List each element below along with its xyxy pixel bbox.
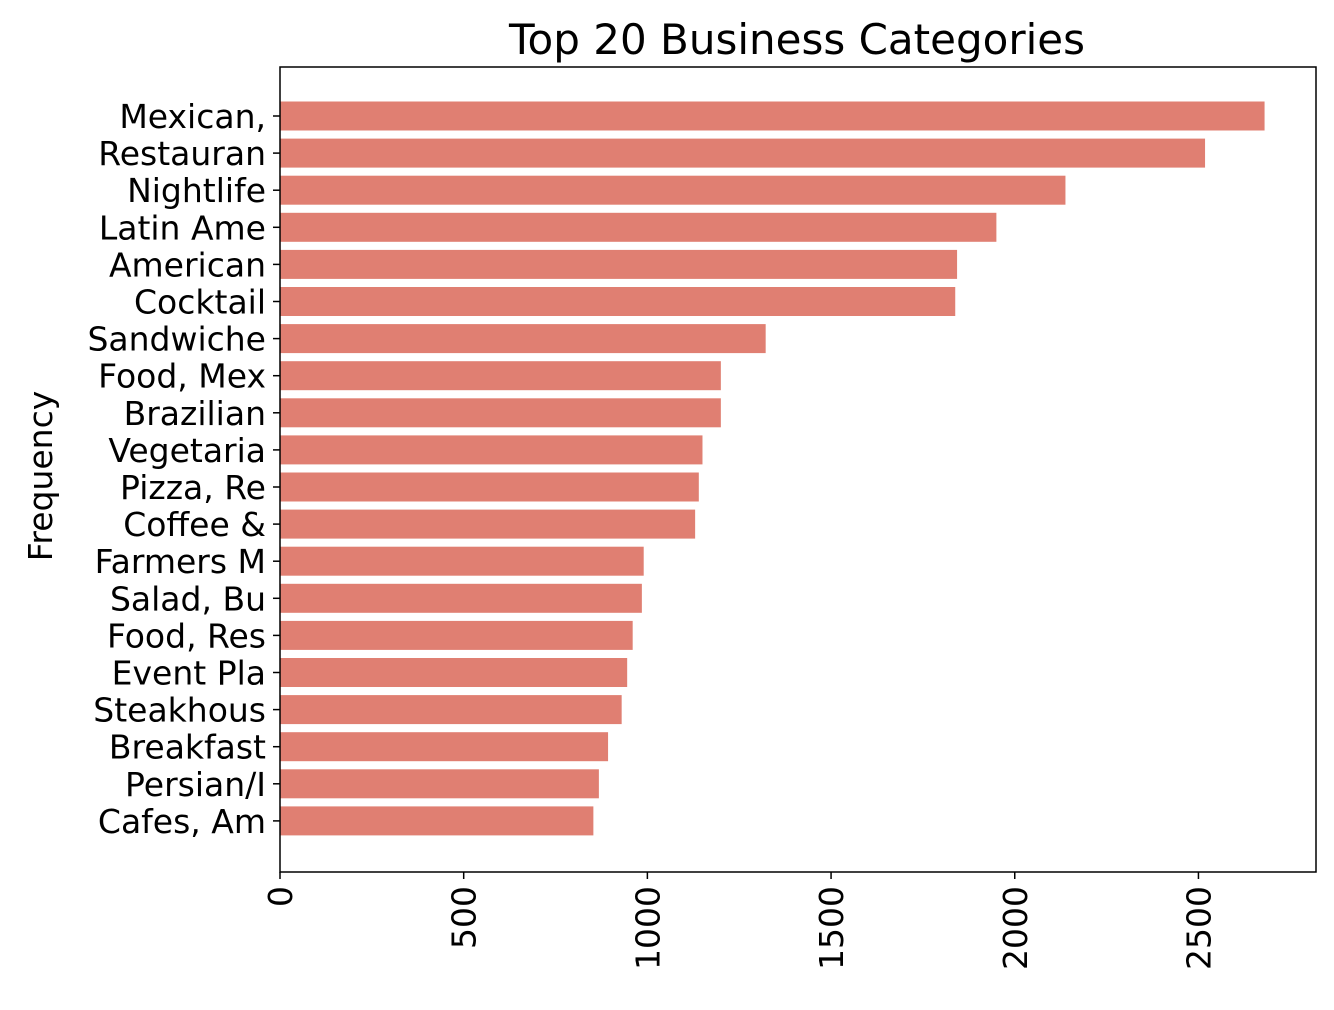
category-label-3: Latin Ame (99, 208, 266, 247)
bars-group (280, 101, 1265, 836)
bar-11 (280, 509, 696, 539)
category-label-6: Sandwiche (87, 320, 266, 359)
x-tick-label-2: 1000 (628, 886, 667, 970)
category-label-10: Pizza, Re (120, 468, 266, 507)
category-label-14: Food, Res (107, 616, 266, 655)
chart-title: Top 20 Business Categories (508, 15, 1085, 64)
x-ticks-group: 0 500 1000 1500 2000 2500 (261, 872, 1218, 970)
x-tick-label-3: 1500 (812, 886, 851, 970)
bar-8 (280, 398, 721, 428)
x-tick-label-0: 0 (261, 886, 300, 907)
bar-4 (280, 249, 958, 279)
bar-12 (280, 546, 644, 576)
bar-1 (280, 138, 1206, 168)
bar-2 (280, 175, 1066, 205)
category-label-19: Cafes, Am (98, 802, 266, 841)
bar-18 (280, 769, 599, 799)
category-label-18: Persian/I (125, 765, 266, 804)
category-label-17: Breakfast (109, 728, 266, 767)
category-label-15: Event Pla (112, 654, 266, 693)
bar-14 (280, 620, 633, 650)
category-label-9: Vegetaria (108, 431, 266, 470)
category-label-5: Cocktail (134, 283, 266, 322)
category-label-8: Brazilian (124, 394, 266, 433)
category-label-2: Nightlife (127, 171, 266, 210)
bar-9 (280, 435, 703, 465)
bar-19 (280, 806, 594, 836)
category-label-7: Food, Mex (98, 357, 266, 396)
category-label-16: Steakhous (93, 691, 266, 730)
bar-6 (280, 324, 766, 354)
category-label-0: Mexican, (119, 97, 266, 136)
category-label-1: Restauran (98, 134, 266, 173)
bar-7 (280, 361, 721, 391)
category-label-13: Salad, Bu (110, 579, 266, 618)
bar-5 (280, 287, 956, 316)
category-label-12: Farmers M (95, 542, 266, 581)
plot-frame (279, 66, 1317, 873)
bar-15 (280, 658, 628, 687)
x-tick-label-5: 2500 (1179, 886, 1218, 970)
category-label-4: American (109, 245, 266, 284)
bar-10 (280, 472, 699, 502)
x-tick-label-4: 2000 (996, 886, 1035, 970)
bar-16 (280, 695, 622, 725)
bar-0 (280, 101, 1265, 131)
bar-17 (280, 732, 609, 762)
y-axis-label: Frequency (21, 391, 60, 561)
x-tick-label-1: 500 (445, 886, 484, 949)
category-label-11: Coffee & (123, 505, 266, 544)
bar-3 (280, 212, 997, 242)
bar-13 (280, 583, 642, 613)
